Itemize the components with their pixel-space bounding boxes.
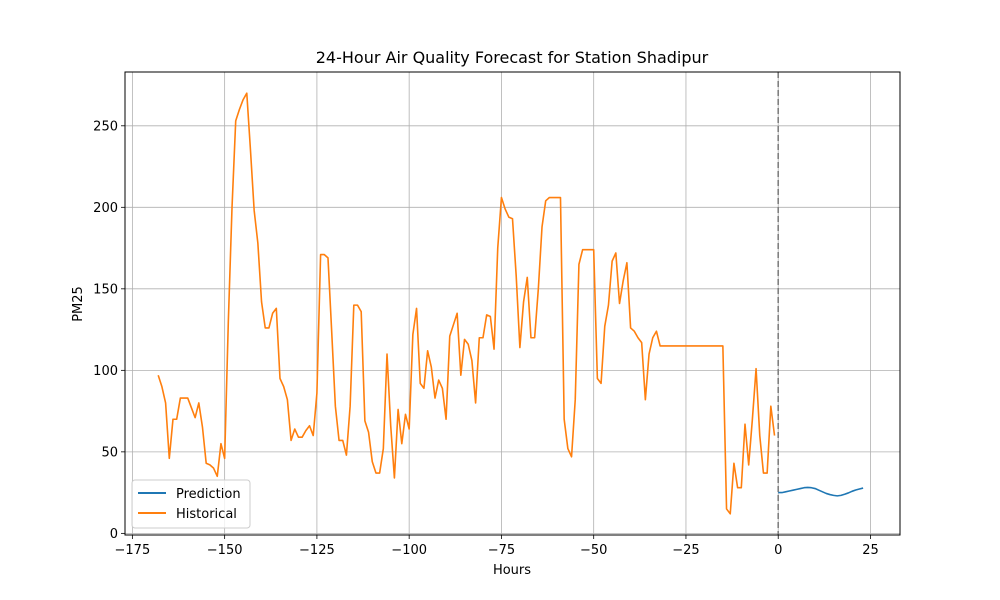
series-line-prediction: [778, 486, 864, 497]
legend: Prediction Historical: [131, 479, 251, 529]
y-tick-label: 150: [93, 282, 118, 297]
legend-label-historical: Historical: [176, 507, 237, 522]
series-line-historical: [157, 92, 776, 515]
y-tick-label: 0: [110, 527, 118, 542]
plot-area-frame: [124, 71, 901, 536]
x-tick-label: −175: [115, 543, 151, 558]
series-lines: [157, 92, 864, 515]
chart-title: 24-Hour Air Quality Forecast for Station…: [316, 48, 709, 67]
x-tick-label: −150: [207, 543, 243, 558]
x-tick-label: −100: [391, 543, 427, 558]
x-tick-label: 25: [862, 543, 879, 558]
y-tick-label: 200: [93, 201, 118, 216]
x-tick-label: −50: [580, 543, 607, 558]
x-axis-label: Hours: [493, 563, 531, 578]
x-tick-label: 0: [774, 543, 782, 558]
y-tick-label: 100: [93, 364, 118, 379]
y-tick-label: 50: [101, 445, 118, 460]
y-tick-label: 250: [93, 119, 118, 134]
x-tick-label: −125: [299, 543, 335, 558]
x-tick-label: −25: [672, 543, 699, 558]
legend-label-prediction: Prediction: [176, 487, 241, 502]
axis-ticks: −175 −150 −125 −100 −75 −50 −25 0 25050100150200…: [93, 119, 879, 558]
x-tick-label: −75: [488, 543, 515, 558]
y-axis-label: PM25: [71, 286, 86, 322]
